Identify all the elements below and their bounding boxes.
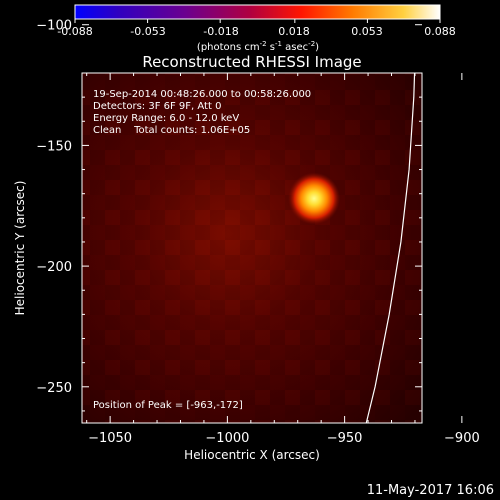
colorbar-tick-label: -0.018: [203, 25, 238, 38]
background-texture: [82, 73, 422, 423]
y-tick-label: −200: [36, 260, 72, 275]
colorbar-tick-label: 0.018: [278, 25, 310, 38]
x-axis-ticks: [86, 73, 463, 423]
colorbar: -0.088 -0.053 -0.018 0.018 0.053 0.088 (…: [57, 4, 456, 53]
plot-area: [81, 24, 463, 424]
x-tick-label: −950: [327, 431, 363, 446]
info-detectors: Detectors: 3F 6F 9F, Att 0: [93, 101, 221, 112]
colorbar-tick-label: 0.053: [351, 25, 383, 38]
colorbar-tick-label: 0.088: [424, 25, 456, 38]
y-tick-label: −150: [36, 139, 72, 154]
info-energy-range: Energy Range: 6.0 - 12.0 keV: [93, 113, 239, 124]
chart-title: Reconstructed RHESSI Image: [142, 53, 361, 71]
footer-date-time: 11-May-2017 16:06: [367, 483, 494, 498]
colorbar-tick-label: -0.053: [130, 25, 165, 38]
plot-frame: [81, 72, 423, 424]
xray-source: [288, 172, 341, 225]
y-axis-ticks: [82, 24, 422, 412]
colorbar-units: (photons cm-2 s-1 asec-2): [197, 40, 319, 53]
x-tick-label: −1000: [205, 431, 249, 446]
x-tick-label: −900: [444, 431, 480, 446]
colorbar-gradient: [74, 4, 441, 20]
colorbar-tick-label: -0.088: [57, 25, 92, 38]
y-axis-title: Heliocentric Y (arcsec): [13, 181, 27, 316]
solar-limb-curve: [365, 73, 416, 423]
info-time-range: 19-Sep-2014 00:48:26.000 to 00:58:26.000: [93, 89, 311, 100]
info-peak-position: Position of Peak = [-963,-172]: [93, 400, 243, 411]
y-tick-label: −250: [36, 381, 72, 396]
y-tick-label: −100: [36, 19, 72, 34]
colorbar-ticks: [74, 19, 441, 23]
x-axis-title: Heliocentric X (arcsec): [184, 448, 320, 462]
x-tick-label: −1050: [88, 431, 132, 446]
info-method-counts: Clean Total counts: 1.06E+05: [93, 125, 250, 136]
